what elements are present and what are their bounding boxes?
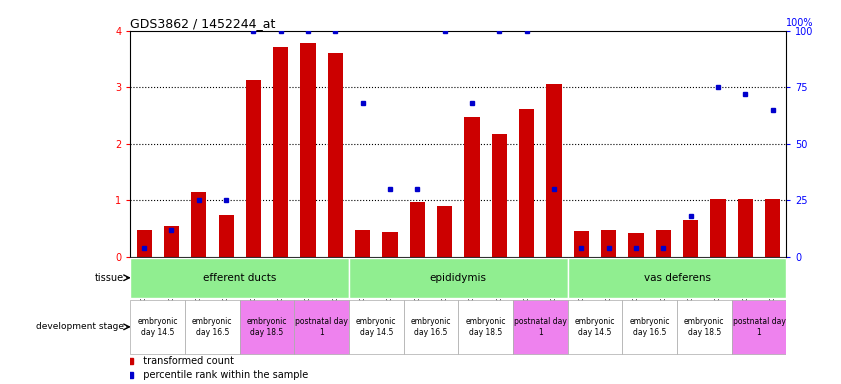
- Bar: [513, 300, 568, 354]
- Text: embryonic
day 14.5: embryonic day 14.5: [356, 317, 397, 337]
- Bar: [273, 46, 288, 257]
- Bar: [349, 258, 568, 298]
- Text: 100%: 100%: [786, 18, 814, 28]
- Text: tissue: tissue: [95, 273, 124, 283]
- Bar: [628, 233, 643, 257]
- Bar: [458, 300, 513, 354]
- Bar: [185, 300, 240, 354]
- Text: embryonic
day 18.5: embryonic day 18.5: [246, 317, 288, 337]
- Bar: [191, 192, 206, 257]
- Bar: [568, 258, 786, 298]
- Text: embryonic
day 16.5: embryonic day 16.5: [192, 317, 233, 337]
- Text: embryonic
day 18.5: embryonic day 18.5: [684, 317, 725, 337]
- Text: postnatal day
1: postnatal day 1: [733, 317, 785, 337]
- Bar: [349, 300, 404, 354]
- Text: percentile rank within the sample: percentile rank within the sample: [137, 370, 308, 380]
- Bar: [410, 202, 425, 257]
- Bar: [622, 300, 677, 354]
- Text: vas deferens: vas deferens: [643, 273, 711, 283]
- Text: development stage: development stage: [36, 323, 124, 331]
- Text: epididymis: epididymis: [430, 273, 487, 283]
- Bar: [383, 232, 398, 257]
- Bar: [492, 134, 507, 257]
- Bar: [568, 300, 622, 354]
- Bar: [683, 220, 698, 257]
- Text: embryonic
day 16.5: embryonic day 16.5: [629, 317, 670, 337]
- Text: embryonic
day 14.5: embryonic day 14.5: [137, 317, 178, 337]
- Bar: [732, 300, 786, 354]
- Bar: [656, 230, 671, 257]
- Bar: [711, 199, 726, 257]
- Bar: [574, 232, 589, 257]
- Bar: [355, 230, 370, 257]
- Bar: [136, 230, 151, 257]
- Bar: [300, 43, 315, 257]
- Text: GDS3862 / 1452244_at: GDS3862 / 1452244_at: [130, 17, 276, 30]
- Bar: [519, 109, 534, 257]
- Bar: [547, 84, 562, 257]
- Bar: [328, 53, 343, 257]
- Bar: [738, 199, 753, 257]
- Text: embryonic
day 14.5: embryonic day 14.5: [574, 317, 616, 337]
- Bar: [130, 258, 349, 298]
- Text: embryonic
day 16.5: embryonic day 16.5: [410, 317, 452, 337]
- Text: postnatal day
1: postnatal day 1: [514, 317, 567, 337]
- Text: transformed count: transformed count: [137, 356, 234, 366]
- Text: postnatal day
1: postnatal day 1: [295, 317, 348, 337]
- Text: embryonic
day 18.5: embryonic day 18.5: [465, 317, 506, 337]
- Text: efferent ducts: efferent ducts: [203, 273, 277, 283]
- Bar: [677, 300, 732, 354]
- Bar: [246, 81, 261, 257]
- Bar: [164, 226, 179, 257]
- Bar: [464, 117, 479, 257]
- Bar: [219, 215, 234, 257]
- Bar: [404, 300, 458, 354]
- Bar: [437, 206, 452, 257]
- Bar: [294, 300, 349, 354]
- Bar: [240, 300, 294, 354]
- Bar: [601, 230, 616, 257]
- Bar: [765, 199, 780, 257]
- Bar: [130, 300, 185, 354]
